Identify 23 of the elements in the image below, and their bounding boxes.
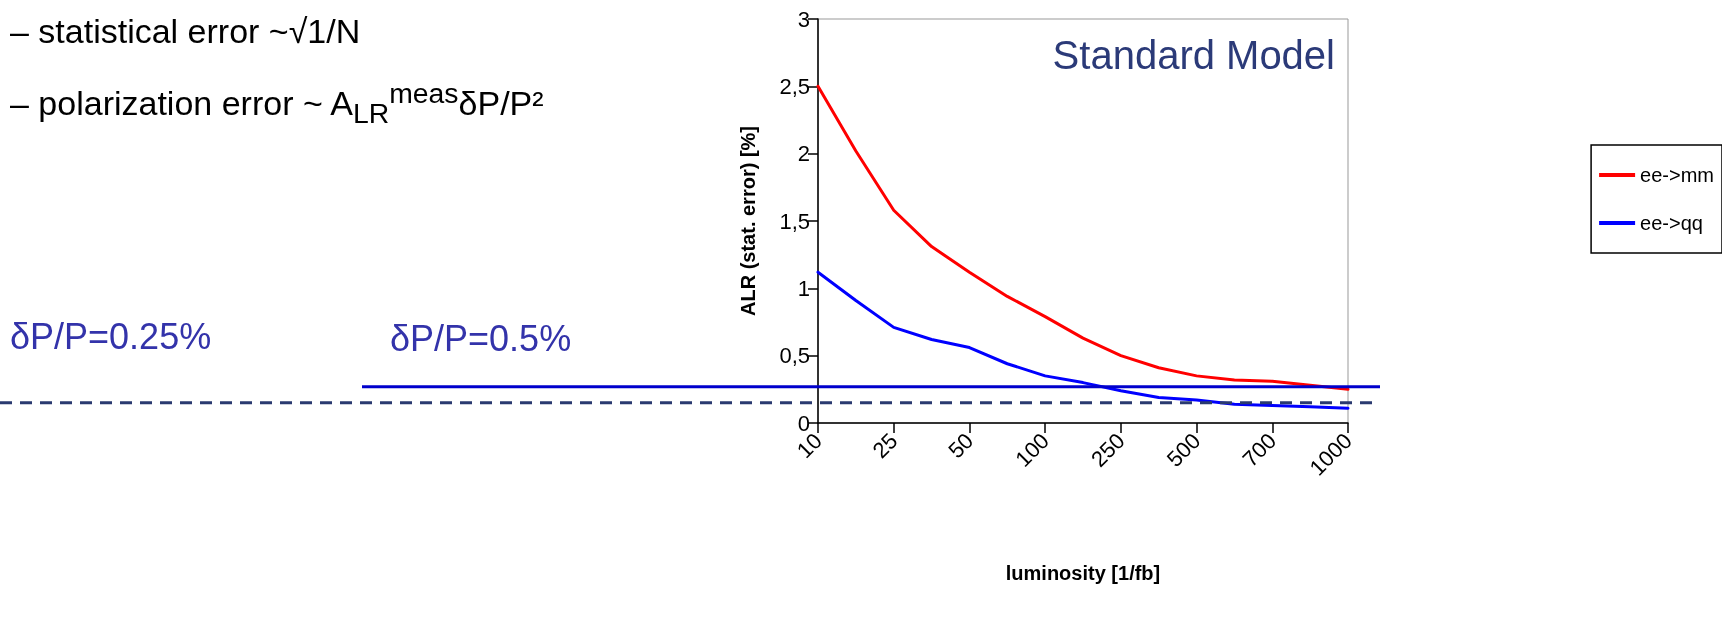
text: – statistical error ~√1/N bbox=[10, 11, 362, 52]
x-axis-title: luminosity [1/fb] bbox=[1005, 562, 1161, 584]
y-tick-label: 0,5 bbox=[779, 343, 810, 369]
x-tick-label: 25 bbox=[867, 428, 903, 464]
y-tick-label: 2,5 bbox=[779, 73, 810, 99]
line-series bbox=[816, 270, 1350, 410]
y-tick-label: 2 bbox=[797, 141, 810, 167]
y-tick-label: 1,5 bbox=[779, 208, 810, 234]
legend-label: ee->mm bbox=[1640, 164, 1714, 186]
annotation: δP/P=0.5% bbox=[390, 318, 572, 360]
x-tick-label: 50 bbox=[943, 428, 979, 464]
x-tick-label: 500 bbox=[1161, 428, 1206, 472]
y-tick-label: 1 bbox=[797, 275, 810, 301]
line-series bbox=[816, 84, 1350, 391]
y-tick-label: 3 bbox=[797, 6, 810, 32]
y-axis-title: ALR (stat. error) [%] bbox=[737, 125, 759, 317]
x-tick-label: 100 bbox=[1010, 428, 1054, 472]
legend-label: ee->qq bbox=[1640, 212, 1703, 234]
x-tick-label: 700 bbox=[1237, 428, 1282, 472]
text: – polarization error ~ A$_{LR}$$^{meas}$δP/P² bbox=[10, 76, 544, 132]
annotation: δP/P=0.25% bbox=[10, 316, 212, 358]
x-tick-label: 250 bbox=[1086, 428, 1130, 472]
chart-title: Standard Model bbox=[1052, 33, 1335, 77]
